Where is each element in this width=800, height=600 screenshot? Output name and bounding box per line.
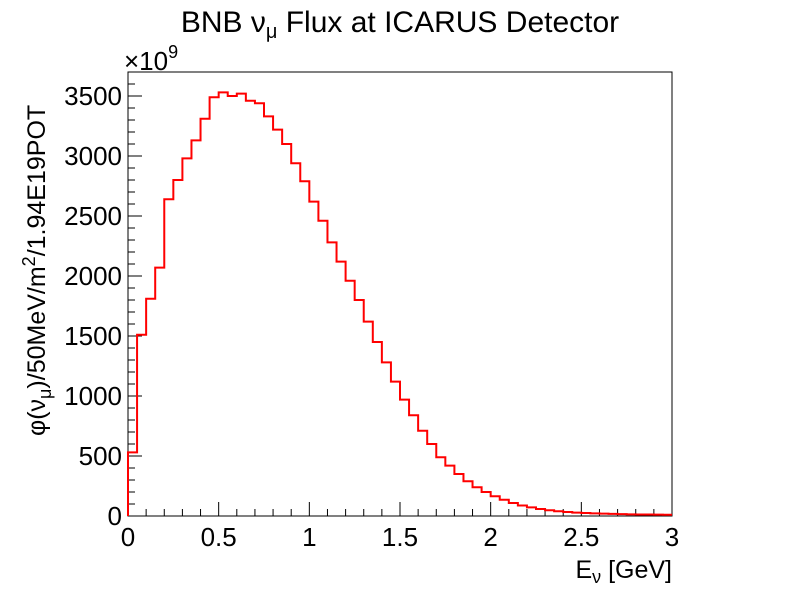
x-axis-tick-labels: 0 0.5 1 1.5 2 2.5 3 <box>121 522 679 552</box>
x-tick-label: 1 <box>302 522 316 552</box>
y-tick-label: 2500 <box>64 201 122 231</box>
y-tick-label: 500 <box>79 441 122 471</box>
x-tick-label: 3 <box>665 522 679 552</box>
y-tick-label: 3000 <box>64 141 122 171</box>
flux-histogram-line <box>127 91 672 516</box>
x-axis-title: Eν [GeV] <box>575 556 672 587</box>
y-axis-title: φ(νμ)/50MeV/m2/1.94E19POT <box>19 105 55 436</box>
y-axis-tick-labels: 0 500 1000 1500 2000 2500 3000 3500 <box>64 81 122 531</box>
y-tick-label: 3500 <box>64 81 122 111</box>
y-tick-label: 2000 <box>64 261 122 291</box>
y-multiplier: ×109 <box>124 42 178 76</box>
x-tick-label: 2 <box>483 522 497 552</box>
x-tick-label: 1.5 <box>382 522 418 552</box>
y-tick-label: 1000 <box>64 381 122 411</box>
x-tick-label: 0.5 <box>201 522 237 552</box>
y-tick-label: 0 <box>108 501 122 531</box>
chart-title: BNB νμ Flux at ICARUS Detector <box>181 6 619 43</box>
plot-frame <box>127 71 673 517</box>
x-tick-label: 2.5 <box>563 522 599 552</box>
x-tick-label: 0 <box>121 522 135 552</box>
y-axis-ticks <box>128 71 142 517</box>
y-tick-label: 1500 <box>64 321 122 351</box>
